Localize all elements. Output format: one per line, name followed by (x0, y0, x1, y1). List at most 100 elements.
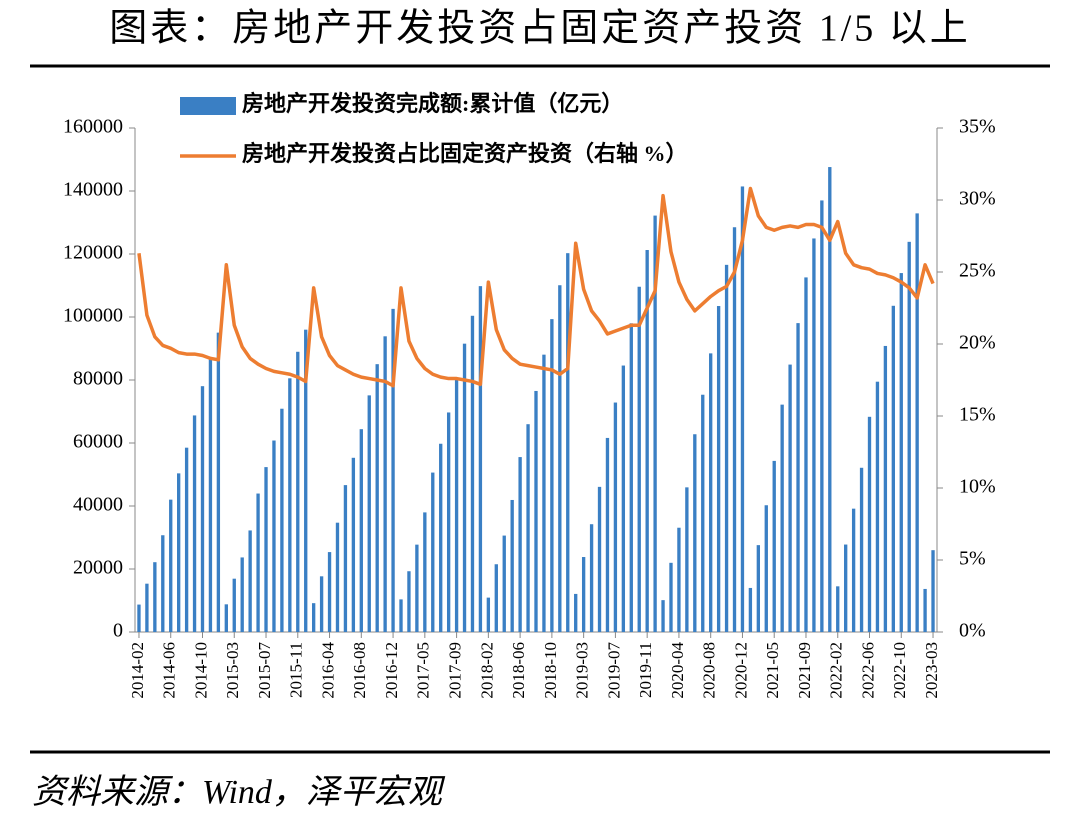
bar (732, 227, 737, 633)
bar (208, 359, 213, 632)
bar (446, 412, 451, 632)
bar (470, 315, 475, 632)
bar (351, 457, 356, 632)
bar (875, 381, 880, 632)
bar (248, 530, 252, 632)
y-tick-label: 20000 (73, 557, 123, 579)
bar (137, 604, 141, 632)
y2-tick-label: 0% (959, 620, 986, 642)
bar (439, 443, 443, 632)
bar (526, 424, 530, 632)
x-tick-label: 2015-11 (287, 642, 306, 698)
x-tick-label: 2022-10 (890, 642, 909, 699)
bar (804, 277, 808, 632)
x-tick-label: 2019-11 (636, 642, 655, 698)
legend-swatch (180, 97, 236, 115)
y-tick-label: 60000 (73, 431, 123, 453)
bar (407, 571, 411, 632)
bar (145, 583, 149, 632)
bar (740, 186, 745, 633)
bar (431, 472, 435, 632)
bar (566, 253, 570, 632)
bar (367, 395, 371, 632)
bar (415, 544, 419, 632)
bar (756, 545, 761, 632)
bar (558, 285, 562, 632)
x-tick-label: 2018-06 (509, 642, 528, 699)
y2-tick-label: 20% (959, 332, 996, 354)
y-tick-label: 0 (113, 620, 123, 642)
x-tick-label: 2015-03 (223, 642, 242, 699)
bar (359, 429, 363, 632)
bar (669, 562, 673, 632)
bar (216, 332, 221, 632)
x-tick-label: 2016-04 (318, 642, 337, 699)
bar (304, 329, 308, 632)
x-tick-label: 2019-03 (573, 642, 592, 699)
bar (605, 437, 610, 632)
x-tick-label: 2014-06 (160, 642, 179, 699)
bar (891, 305, 895, 632)
bar (177, 473, 181, 632)
legend-label: 房地产开发投资完成额:累计值（亿元） (242, 91, 623, 116)
bar (859, 467, 864, 632)
bar (272, 440, 276, 632)
y2-tick-label: 30% (959, 188, 996, 210)
bar (550, 319, 554, 632)
x-tick-label: 2019-07 (604, 642, 623, 699)
bar (200, 386, 205, 632)
bar (454, 377, 459, 632)
x-tick-label: 2022-06 (858, 642, 877, 699)
bar (613, 402, 618, 632)
bar (335, 522, 340, 632)
bar (391, 308, 395, 632)
bar (677, 527, 681, 632)
bar (224, 604, 228, 632)
bar (709, 353, 713, 632)
bar (629, 323, 633, 632)
bar (375, 364, 379, 632)
line (137, 186, 935, 388)
bar (812, 238, 816, 633)
x-tick-label: 2018-02 (477, 642, 496, 699)
bar (693, 434, 697, 632)
bar (232, 578, 236, 632)
legend-label: 房地产开发投资占比固定资产投资（右轴 %） (242, 141, 688, 166)
y2-tick-label: 25% (959, 260, 996, 282)
bar (796, 323, 800, 632)
x-tick-label: 2017-09 (446, 642, 465, 699)
y-tick-label: 120000 (63, 242, 123, 264)
bar (518, 457, 522, 632)
bar (478, 286, 483, 632)
x-tick-label: 2014-02 (128, 642, 147, 699)
chart-title: 图表：房地产开发投资占固定资产投资 1/5 以上 (109, 8, 971, 50)
bar (423, 512, 427, 632)
bar (502, 535, 506, 632)
bar (685, 487, 689, 632)
bar (510, 499, 514, 632)
y2-tick-label: 5% (959, 548, 986, 570)
bar (772, 460, 776, 632)
y2-tick-label: 35% (959, 116, 996, 138)
bar (288, 378, 292, 632)
x-tick-label: 2015-07 (255, 642, 274, 699)
bar (184, 447, 189, 632)
bar (462, 343, 467, 632)
bar (264, 467, 268, 632)
bar (192, 415, 197, 632)
bar (256, 493, 260, 632)
bar (311, 603, 316, 632)
bar (280, 408, 284, 632)
bar (764, 505, 768, 632)
bar (534, 390, 538, 632)
y-tick-label: 40000 (73, 494, 123, 516)
bar (788, 364, 792, 632)
bar (486, 597, 491, 632)
bar (240, 557, 244, 632)
source: 资料来源：Wind，泽平宏观 (32, 774, 446, 811)
bar (661, 600, 665, 632)
bar (383, 336, 387, 632)
bar (724, 264, 729, 632)
x-tick-label: 2020-04 (668, 642, 687, 699)
